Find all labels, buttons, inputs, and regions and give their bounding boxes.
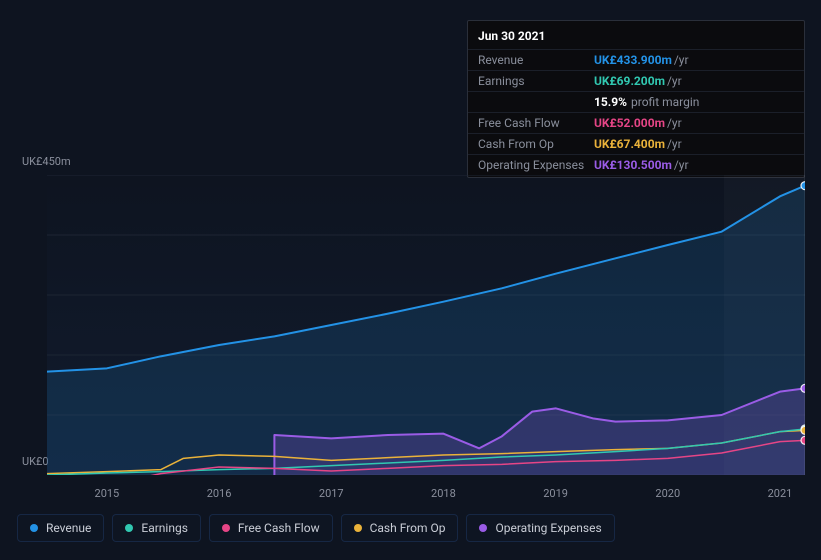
tooltip-row-unit: /yr: [667, 74, 682, 88]
x-axis-tick: 2017: [319, 487, 344, 500]
chart-legend: Revenue Earnings Free Cash Flow Cash From O…: [17, 514, 615, 542]
x-axis-tick: 2020: [655, 487, 680, 500]
financials-chart[interactable]: UK£450m UK£0 201520162017201820192020202…: [17, 155, 805, 495]
tooltip-row-value: UK£69.200m: [594, 74, 665, 88]
x-axis-tick: 2019: [543, 487, 568, 500]
tooltip-profit-margin: 15.9% profit margin: [468, 91, 804, 112]
legend-item[interactable]: Earnings: [112, 514, 201, 542]
tooltip-row-value: UK£52.000m: [594, 116, 665, 130]
x-axis: 2015201620172018201920202021: [47, 475, 805, 495]
tooltip-row: Cash From OpUK£67.400m/yr: [468, 133, 804, 154]
tooltip-row-label: Earnings: [478, 74, 594, 88]
tooltip-row-unit: /yr: [667, 137, 682, 151]
tooltip-row-unit: /yr: [667, 116, 682, 130]
legend-item[interactable]: Operating Expenses: [466, 514, 614, 542]
x-axis-tick: 2018: [431, 487, 456, 500]
y-axis-zero-label: UK£0: [22, 455, 49, 468]
legend-label: Revenue: [46, 521, 91, 535]
legend-item[interactable]: Revenue: [17, 514, 104, 542]
plot-area[interactable]: [47, 175, 805, 475]
tooltip-row-label: Revenue: [478, 53, 594, 67]
legend-dot-icon: [222, 524, 230, 532]
legend-label: Earnings: [141, 521, 188, 535]
legend-dot-icon: [479, 524, 487, 532]
tooltip-row-label: Free Cash Flow: [478, 116, 594, 130]
tooltip-row-unit: /yr: [674, 53, 689, 67]
profit-margin-label: profit margin: [631, 95, 699, 109]
x-axis-tick: 2016: [207, 487, 232, 500]
profit-margin-value: 15.9%: [594, 95, 627, 109]
legend-item[interactable]: Free Cash Flow: [209, 514, 333, 542]
chart-svg: [47, 175, 805, 475]
tooltip-row: RevenueUK£433.900m/yr: [468, 49, 804, 70]
tooltip-row-value: UK£67.400m: [594, 137, 665, 151]
legend-dot-icon: [125, 524, 133, 532]
x-axis-tick: 2015: [95, 487, 120, 500]
legend-dot-icon: [354, 524, 362, 532]
legend-label: Free Cash Flow: [238, 521, 320, 535]
legend-dot-icon: [30, 524, 38, 532]
tooltip-row-label: Cash From Op: [478, 137, 594, 151]
y-axis-max-label: UK£450m: [22, 155, 71, 168]
x-axis-tick: 2021: [768, 487, 793, 500]
tooltip-row-value: UK£433.900m: [594, 53, 672, 67]
legend-item[interactable]: Cash From Op: [341, 514, 459, 542]
tooltip-date: Jun 30 2021: [468, 23, 804, 49]
legend-label: Cash From Op: [370, 521, 446, 535]
tooltip-row: EarningsUK£69.200m/yr: [468, 70, 804, 91]
legend-label: Operating Expenses: [495, 521, 601, 535]
tooltip-row: Free Cash FlowUK£52.000m/yr: [468, 112, 804, 133]
